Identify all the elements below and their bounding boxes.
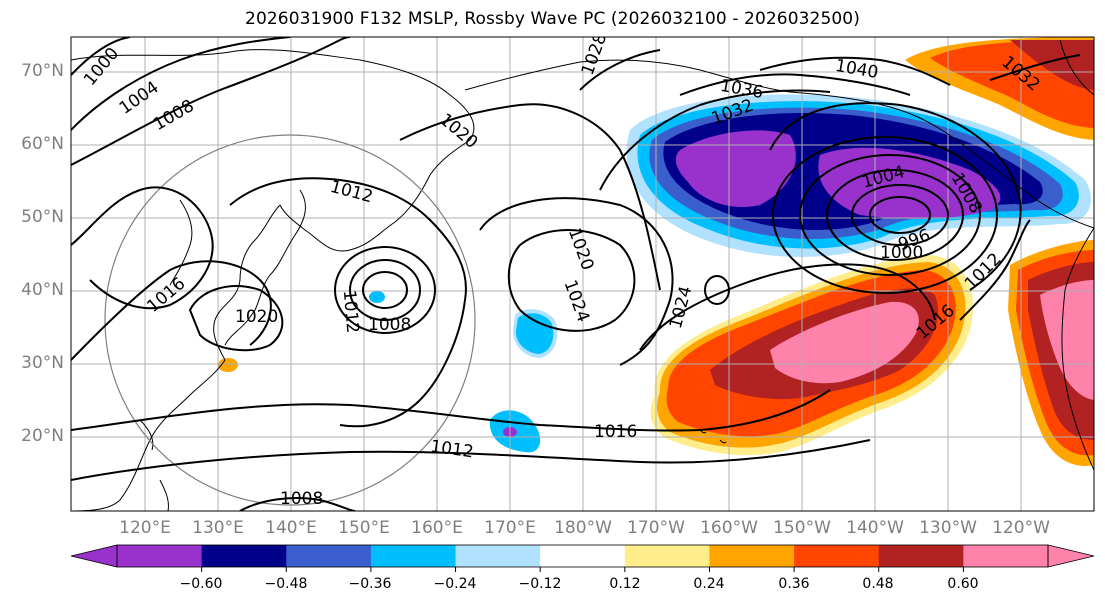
lon-label-140w: 140°W	[846, 518, 904, 538]
map-title: 2026031900 F132 MSLP, Rossby Wave PC (20…	[245, 9, 860, 29]
isobar-label: 1008	[368, 315, 411, 335]
lon-label-130w: 130°W	[919, 518, 977, 538]
isobar-label: 1012	[339, 289, 363, 334]
isobar-label: 1008	[280, 489, 323, 509]
isobars	[71, 37, 1081, 511]
isobar-label: 1020	[235, 307, 278, 327]
colorbar-tick-label: −0.48	[264, 576, 308, 592]
colorbar-frame	[116, 544, 1049, 568]
plot-frame	[70, 36, 1095, 512]
lat-label-60n: 60°N	[21, 134, 64, 154]
colorbar-cell	[709, 545, 795, 567]
lon-label-120w: 120°W	[992, 518, 1050, 538]
lon-label-120e: 120°E	[119, 518, 171, 538]
colorbar-tick-label: −0.12	[518, 576, 562, 592]
positive-anomaly-central-pacific	[650, 255, 974, 456]
colorbar-tick-label: 0.60	[947, 576, 979, 592]
lat-label-50n: 50°N	[21, 207, 64, 227]
positive-anomaly-west-coast	[1008, 240, 1094, 466]
lon-label-180w: 180°W	[554, 518, 612, 538]
negative-anomaly-small-spots	[218, 291, 558, 453]
lon-label-140e: 140°E	[265, 518, 317, 538]
coastlines	[71, 39, 1094, 511]
lon-label-160w: 160°W	[700, 518, 758, 538]
colorbar-cell	[117, 545, 203, 567]
colorbar-cell	[286, 545, 372, 567]
lat-label-70n: 70°N	[21, 61, 64, 81]
colorbar-tick-label: −0.36	[348, 576, 392, 592]
colorbar-cell	[540, 545, 626, 567]
colorbar-tick-label: 0.36	[778, 576, 810, 592]
colorbar-cell	[455, 545, 541, 567]
lon-label-130e: 130°E	[192, 518, 244, 538]
lon-label-170e: 170°E	[484, 518, 536, 538]
lat-label-40n: 40°N	[21, 280, 64, 300]
colorbar-cell	[878, 545, 964, 567]
colorbar-tick-marks	[201, 567, 964, 572]
colorbar-cell	[963, 545, 1049, 567]
colorbar-cell	[370, 545, 457, 567]
lon-label-150w: 150°W	[773, 518, 831, 538]
lon-label-160e: 160°E	[411, 518, 463, 538]
isobar-label: 1016	[594, 422, 637, 442]
colorbar-tick-label: 0.12	[609, 576, 641, 592]
lat-label-30n: 30°N	[21, 353, 64, 373]
colorbar-cell	[201, 545, 287, 567]
colorbar-tick-label: −0.60	[179, 576, 223, 592]
colorbar-cell	[624, 545, 710, 567]
colorbar-cell	[794, 545, 880, 567]
colorbar-high-extend	[1047, 544, 1095, 568]
colorbar-tick-label: 0.48	[862, 576, 894, 592]
range-circle	[104, 134, 476, 506]
colorbar-tick-label: 0.24	[693, 576, 725, 592]
colorbar	[70, 544, 1095, 572]
isobar-label: 1000	[880, 243, 923, 263]
colorbar-tick-label: −0.24	[433, 576, 477, 592]
lat-label-20n: 20°N	[21, 426, 64, 446]
lon-label-170w: 170°W	[627, 518, 685, 538]
colorbar-cells	[117, 545, 1049, 567]
lon-label-150e: 150°E	[338, 518, 390, 538]
map-plot-area: 1000 1004 1008 1012 1016 1020 1008 1012 …	[71, 37, 1094, 511]
colorbar-low-extend	[70, 544, 118, 568]
